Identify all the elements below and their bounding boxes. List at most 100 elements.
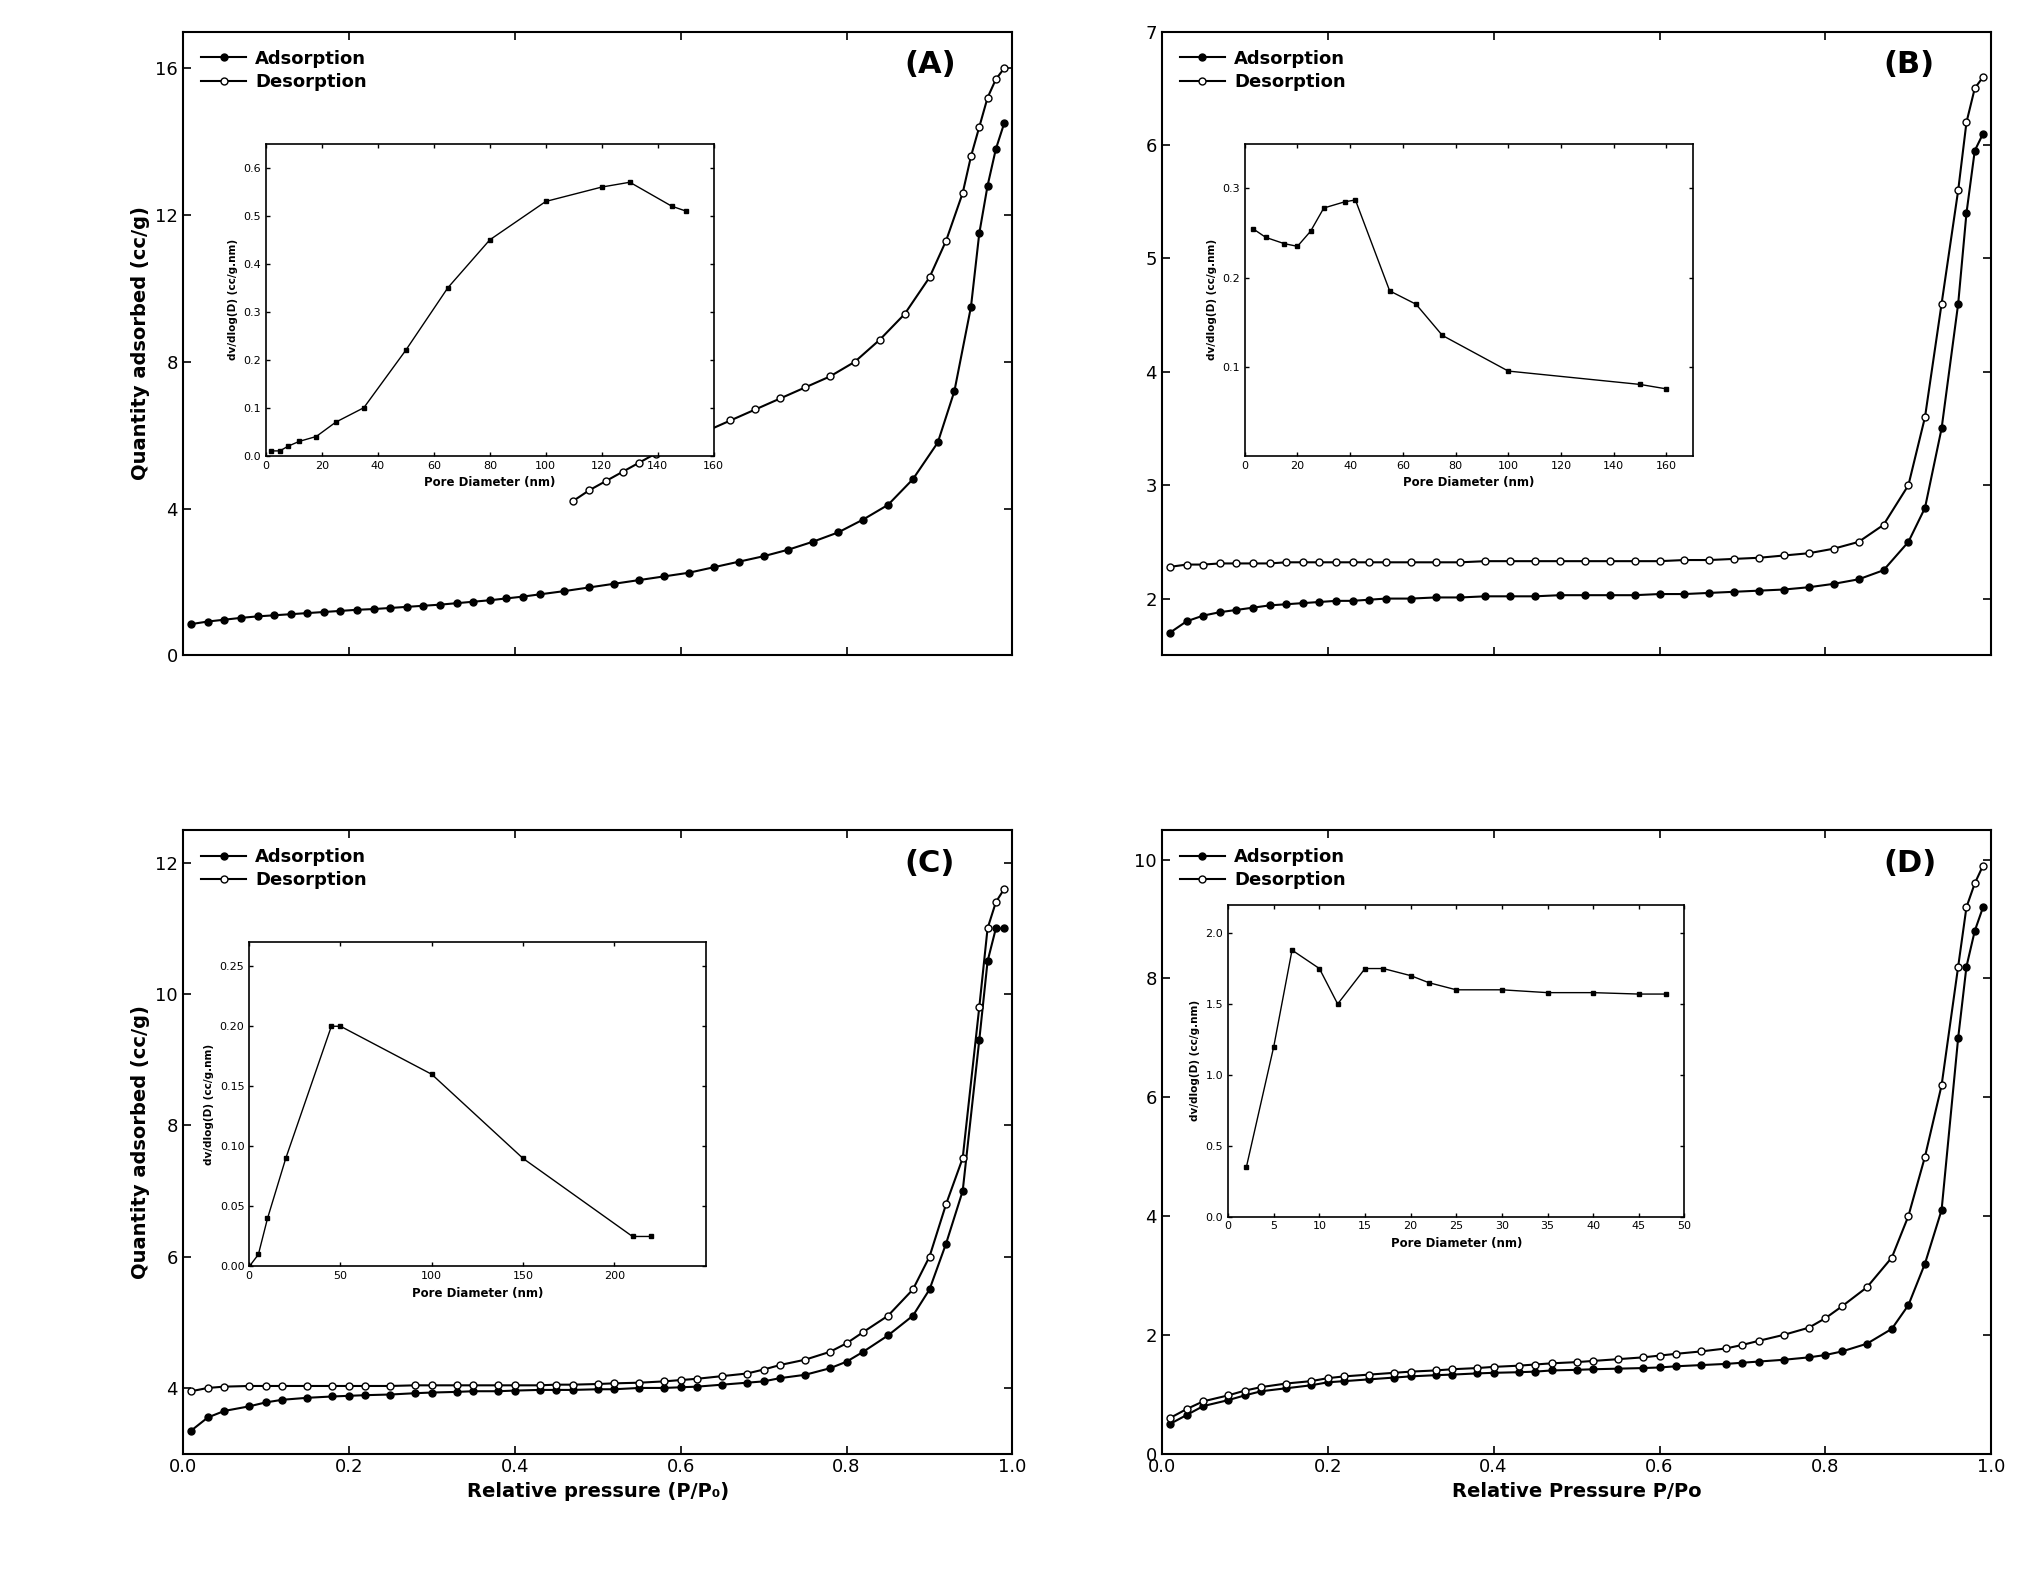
Adsorption — [900, 469, 925, 488]
Desorption — [1672, 550, 1697, 569]
Adsorption — [1955, 957, 1979, 976]
Adsorption — [1307, 592, 1331, 611]
Adsorption — [1382, 1368, 1406, 1387]
Desorption — [744, 400, 768, 419]
Adsorption — [1174, 1406, 1199, 1425]
Desorption — [1473, 551, 1498, 570]
Adsorption — [262, 605, 287, 624]
Adsorption — [270, 1390, 295, 1409]
Desorption — [1274, 553, 1298, 572]
Desorption — [1971, 856, 1995, 875]
Adsorption — [337, 1386, 362, 1405]
Adsorption — [378, 1386, 402, 1405]
Adsorption — [851, 1343, 876, 1362]
Desorption — [1307, 553, 1331, 572]
Adsorption — [585, 1379, 610, 1398]
Adsorption — [1912, 1255, 1936, 1273]
Adsorption — [1465, 1364, 1489, 1382]
Desorption — [319, 1376, 343, 1395]
Desorption — [585, 1375, 610, 1394]
Adsorption — [1449, 588, 1473, 607]
Desorption — [461, 1376, 486, 1395]
Adsorption — [1831, 1341, 1855, 1360]
Adsorption — [652, 1378, 677, 1397]
Adsorption — [709, 1375, 734, 1394]
Desorption — [1963, 79, 1987, 98]
Adsorption — [419, 1382, 443, 1401]
Adsorption — [1207, 602, 1231, 621]
Desorption — [1522, 551, 1546, 570]
Desorption — [693, 422, 717, 441]
Adsorption — [992, 114, 1016, 133]
Text: (D): (D) — [1884, 848, 1936, 877]
Desorption — [1930, 1076, 1955, 1095]
Adsorption — [851, 510, 876, 529]
Desorption — [817, 367, 841, 386]
Desorption — [195, 1378, 219, 1397]
Adsorption — [486, 1382, 510, 1401]
Desorption — [967, 117, 992, 136]
Desorption — [545, 1375, 569, 1394]
Desorption — [1930, 294, 1955, 313]
Adsorption — [1565, 1360, 1589, 1379]
Desorption — [768, 389, 792, 408]
Adsorption — [1522, 586, 1546, 605]
Desorption — [975, 920, 1000, 939]
Adsorption — [230, 608, 254, 627]
Desorption — [1955, 112, 1979, 131]
Adsorption — [195, 1408, 219, 1427]
Adsorption — [402, 1384, 427, 1403]
X-axis label: Relative pressure (P/P₀): Relative pressure (P/P₀) — [467, 1482, 729, 1501]
Adsorption — [817, 1359, 841, 1378]
Adsorption — [1796, 1348, 1821, 1367]
Desorption — [1357, 553, 1382, 572]
Adsorption — [1713, 1354, 1737, 1373]
Adsorption — [1772, 580, 1796, 599]
Adsorption — [669, 1378, 693, 1397]
Desorption — [528, 1376, 553, 1395]
Desorption — [1174, 555, 1199, 574]
Line: Desorption: Desorption — [187, 885, 1008, 1395]
Desorption — [1880, 1248, 1904, 1267]
Desorption — [983, 893, 1008, 912]
Desorption — [736, 1364, 760, 1382]
Desorption — [1581, 1351, 1605, 1370]
Adsorption — [736, 1373, 760, 1392]
Adsorption — [211, 1401, 236, 1420]
Adsorption — [900, 1307, 925, 1326]
Desorption — [445, 1376, 469, 1395]
Adsorption — [835, 1352, 860, 1371]
Desorption — [1971, 68, 1995, 87]
Adsorption — [362, 599, 386, 618]
Desorption — [1648, 551, 1672, 570]
Text: (C): (C) — [904, 848, 955, 877]
Text: (A): (A) — [904, 51, 957, 79]
Desorption — [1955, 897, 1979, 916]
Adsorption — [983, 920, 1008, 939]
Adsorption — [992, 920, 1016, 939]
Desorption — [752, 1360, 776, 1379]
Adsorption — [1896, 1296, 1920, 1315]
Adsorption — [601, 574, 626, 592]
Adsorption — [652, 567, 677, 586]
Adsorption — [329, 602, 354, 621]
Adsorption — [1315, 1373, 1339, 1392]
Adsorption — [1341, 591, 1366, 610]
Desorption — [1158, 558, 1183, 577]
Adsorption — [967, 1030, 992, 1049]
Desorption — [1896, 476, 1920, 495]
Desorption — [1821, 539, 1845, 558]
Desorption — [1422, 1360, 1447, 1379]
Adsorption — [429, 596, 453, 615]
Desorption — [1697, 550, 1721, 569]
Desorption — [1831, 1297, 1855, 1316]
Adsorption — [561, 1381, 585, 1400]
Adsorption — [1855, 1334, 1880, 1352]
Adsorption — [1323, 591, 1347, 610]
Adsorption — [983, 139, 1008, 158]
Desorption — [1207, 555, 1231, 574]
Desorption — [1632, 1348, 1656, 1367]
Desorption — [669, 1370, 693, 1389]
Desorption — [1597, 551, 1622, 570]
Desorption — [1323, 553, 1347, 572]
